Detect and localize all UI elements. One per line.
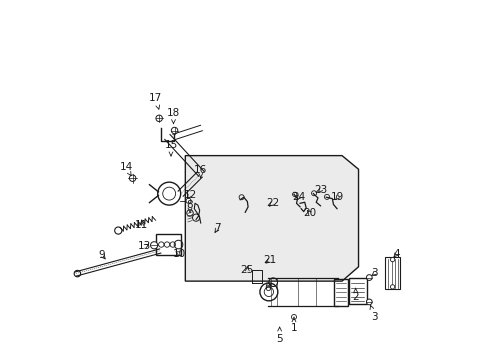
Text: 10: 10 [172, 248, 185, 258]
Text: 3: 3 [370, 268, 377, 278]
Text: 21: 21 [263, 255, 276, 265]
Text: 13: 13 [138, 241, 151, 251]
Text: 18: 18 [166, 108, 180, 123]
Text: 8: 8 [186, 200, 193, 213]
Text: 9: 9 [98, 249, 105, 260]
Bar [333, 279, 347, 306]
Bar [384, 257, 399, 289]
Circle shape [366, 275, 371, 280]
Text: 4: 4 [393, 248, 399, 258]
Bar [155, 234, 181, 255]
Polygon shape [185, 156, 358, 281]
Text: 17: 17 [149, 93, 162, 109]
Circle shape [171, 127, 178, 134]
Text: 20: 20 [303, 208, 316, 218]
Text: 5: 5 [276, 327, 283, 343]
Text: 19: 19 [330, 192, 344, 202]
Text: 3: 3 [369, 305, 377, 322]
Circle shape [156, 115, 162, 122]
Circle shape [389, 257, 394, 262]
Circle shape [389, 285, 394, 289]
Text: 11: 11 [135, 220, 148, 230]
Text: 23: 23 [313, 185, 326, 195]
Text: 14: 14 [119, 162, 133, 176]
Circle shape [185, 198, 191, 203]
Text: 25: 25 [240, 265, 253, 275]
Circle shape [186, 210, 193, 216]
Text: 1: 1 [290, 317, 297, 333]
Circle shape [129, 175, 136, 181]
Circle shape [150, 242, 158, 249]
Text: 16: 16 [194, 165, 207, 178]
Text: 2: 2 [352, 288, 358, 302]
Text: 15: 15 [164, 140, 177, 156]
Text: 7: 7 [214, 224, 221, 233]
Text: 24: 24 [292, 192, 305, 202]
Bar [348, 278, 366, 305]
Text: 22: 22 [265, 198, 279, 208]
Text: 6: 6 [264, 283, 270, 293]
Text: 12: 12 [183, 190, 196, 200]
Circle shape [366, 299, 371, 305]
